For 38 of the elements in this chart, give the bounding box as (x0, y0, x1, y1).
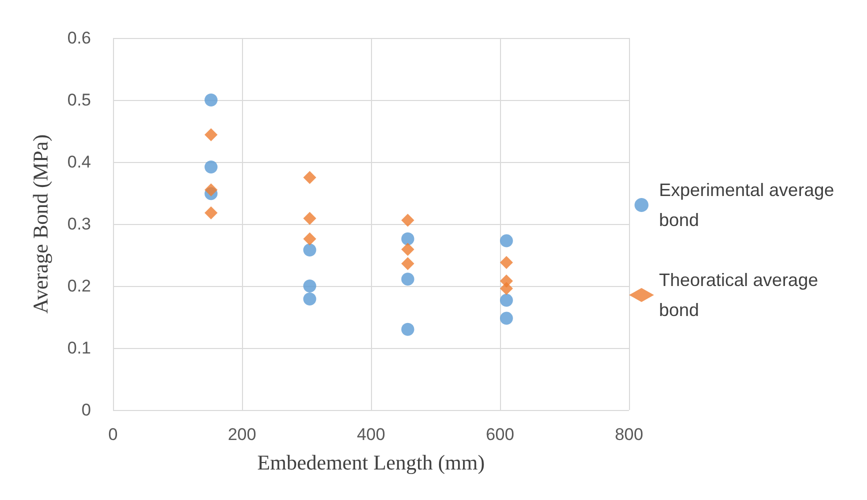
point (500, 312, 513, 325)
legend-label: Theoratical average bond (659, 270, 824, 320)
point (204, 206, 218, 220)
point (401, 257, 414, 270)
point (303, 232, 316, 246)
point (303, 171, 316, 184)
x-axis-title: Embedement Length (mm) (257, 450, 485, 474)
point (303, 280, 316, 292)
y-tick-label: 0 (82, 400, 91, 420)
point (401, 242, 414, 256)
y-tick-label: 0.1 (67, 338, 91, 358)
x-tick-label: 0 (108, 425, 118, 444)
y-tick-label: 0.5 (67, 90, 91, 110)
y-tick-label: 0.3 (67, 214, 91, 234)
point (303, 244, 316, 257)
point (303, 212, 316, 225)
x-tick-label: 600 (486, 425, 514, 444)
x-tick-label: 800 (614, 425, 644, 444)
y-tick-label: 0.2 (67, 276, 91, 296)
point (500, 294, 513, 307)
x-tick-label: 400 (356, 425, 386, 444)
legend-label: Experimental average bond (659, 180, 840, 230)
point (500, 282, 513, 295)
point (401, 232, 414, 246)
y-tick-label: 0.4 (67, 152, 91, 172)
point (204, 183, 218, 196)
point (204, 94, 218, 106)
point (204, 160, 218, 174)
point (500, 256, 513, 269)
point (401, 214, 414, 227)
y-tick-label: 0.6 (67, 28, 91, 48)
x-tick-label: 200 (228, 425, 256, 444)
point (401, 322, 414, 336)
point (303, 292, 316, 306)
y-axis-title: Average Bond (MPa) (28, 134, 52, 314)
point (401, 272, 414, 286)
point (204, 128, 218, 142)
point (500, 234, 513, 248)
